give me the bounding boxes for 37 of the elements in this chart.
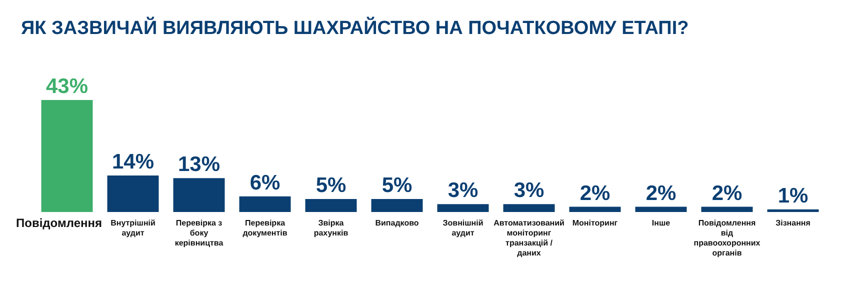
bar [305, 198, 357, 212]
bar [635, 206, 687, 212]
bar [173, 178, 225, 212]
bar [701, 206, 753, 212]
bar [437, 204, 489, 212]
x-tick-label: Повідомлення [16, 216, 102, 230]
chart-title: ЯК ЗАЗВИЧАЙ ВИЯВЛЯЮТЬ ШАХРАЙСТВО НА ПОЧАТКОВОМУ ЕТАПІ? [21, 16, 689, 39]
data-label: 3% [448, 179, 478, 202]
data-label: 43% [46, 75, 88, 98]
x-tick-label: Звірка рахунків [314, 218, 348, 238]
bar [239, 196, 291, 212]
data-label: 2% [712, 182, 742, 205]
data-label: 13% [178, 153, 220, 176]
bar [503, 204, 555, 212]
x-tick-label: Зізнання [776, 218, 811, 228]
bar [371, 198, 423, 212]
x-tick-label: Моніторинг [572, 218, 618, 228]
data-label: 14% [112, 150, 154, 174]
data-label: 2% [646, 182, 676, 205]
x-tick-label: Автоматизований моніторинг транзакцій / даних [494, 218, 565, 258]
x-tick-label: Внутрішній аудит [110, 218, 156, 238]
data-label: 6% [250, 171, 280, 194]
x-tick-label: Повідомлення від правоохоронних органів [694, 218, 761, 258]
bar [107, 176, 159, 212]
data-label: 5% [382, 174, 412, 197]
data-label: 2% [580, 182, 610, 205]
bar [41, 100, 93, 212]
data-label: 1% [778, 184, 808, 208]
x-tick-label: Випадково [375, 218, 419, 228]
data-label: 3% [514, 179, 544, 202]
data-label: 5% [316, 174, 346, 197]
x-tick-label: Перевірка документів [242, 218, 288, 238]
x-tick-label: Інше [652, 218, 671, 228]
bar [767, 209, 819, 212]
x-tick-label: Перевірка з боку керівництва [174, 218, 224, 248]
bar [569, 206, 621, 212]
x-tick-label: Зовнішній аудит [442, 218, 484, 238]
